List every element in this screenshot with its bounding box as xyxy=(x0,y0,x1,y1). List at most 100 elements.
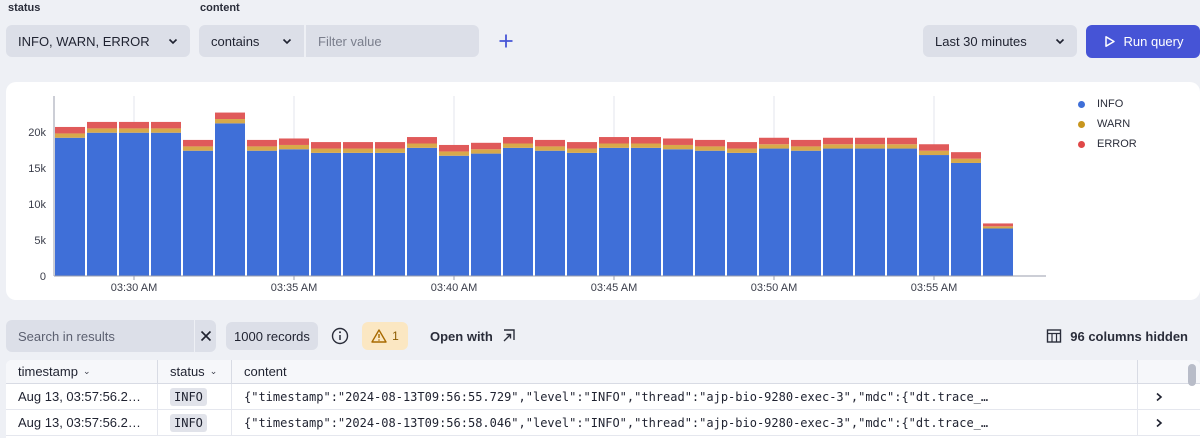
cell-content: {"timestamp":"2024-08-13T09:56:55.729","… xyxy=(232,383,1138,410)
timeframe-dropdown[interactable]: Last 30 minutes xyxy=(923,25,1077,57)
bar-info xyxy=(727,152,757,276)
bar-error xyxy=(87,121,117,129)
bar-warn xyxy=(759,144,789,149)
bar-info xyxy=(87,132,117,276)
expand-row-button[interactable] xyxy=(1138,384,1180,410)
plus-icon xyxy=(499,34,513,48)
timeframe-value: Last 30 minutes xyxy=(935,33,1027,49)
bar-info xyxy=(631,147,661,276)
content-filter-label: content xyxy=(200,2,240,14)
column-header-status[interactable]: status ⌄ xyxy=(158,360,232,384)
columns-hidden-label: 96 columns hidden xyxy=(1070,328,1188,344)
bar-info xyxy=(887,148,917,276)
bar-info xyxy=(791,150,821,276)
chevron-down-icon xyxy=(164,32,182,50)
open-with-label: Open with xyxy=(430,328,493,344)
bar-info xyxy=(759,148,789,276)
operator-value: contains xyxy=(211,33,260,49)
bar-warn xyxy=(343,148,373,153)
run-query-button[interactable]: Run query xyxy=(1086,25,1200,58)
legend-item-warn[interactable]: WARN xyxy=(1078,114,1137,134)
x-tick-label: 03:45 AM xyxy=(591,282,637,294)
warnings-button[interactable]: 1 xyxy=(362,322,408,350)
table-scrollbar[interactable] xyxy=(1188,364,1196,386)
bar-error xyxy=(631,137,661,144)
bar-error xyxy=(663,138,693,145)
status-filter-value: INFO, WARN, ERROR xyxy=(18,33,150,49)
open-external-icon xyxy=(503,329,515,342)
bar-warn xyxy=(375,148,405,153)
bar-error xyxy=(727,142,757,149)
operator-dropdown[interactable]: contains xyxy=(199,25,304,57)
x-tick-label: 03:40 AM xyxy=(431,282,477,294)
bar-warn xyxy=(791,146,821,151)
bar-warn xyxy=(407,143,437,148)
bar-info xyxy=(951,162,981,276)
legend-label: WARN xyxy=(1097,118,1131,130)
bar-warn xyxy=(151,128,181,133)
status-filter-label: status xyxy=(8,2,41,14)
bar-warn xyxy=(279,144,309,150)
chart-legend: INFO WARN ERROR xyxy=(1078,94,1137,154)
y-tick-label: 0 xyxy=(40,271,46,283)
bar-warn xyxy=(983,226,1013,229)
x-tick-label: 03:55 AM xyxy=(911,282,957,294)
close-icon xyxy=(200,330,211,342)
histogram-svg: 0 5k 10k 15k 20k 03:30 AM 03:35 AM 03:40 AM 03:4… xyxy=(28,96,1046,294)
bar-info xyxy=(919,155,949,276)
chevron-down-icon: ⌄ xyxy=(209,366,218,376)
legend-item-info[interactable]: INFO xyxy=(1078,94,1137,114)
bar-error xyxy=(439,144,469,152)
bar-info xyxy=(215,123,245,276)
clear-search-button[interactable] xyxy=(194,320,216,352)
cell-timestamp: Aug 13, 03:57:56.2… xyxy=(6,409,158,436)
bar-warn xyxy=(439,151,469,156)
chevron-down-icon xyxy=(278,32,296,50)
bar-error xyxy=(855,137,885,145)
bar-error xyxy=(407,137,437,144)
legend-dot-icon xyxy=(1078,120,1085,128)
info-icon[interactable] xyxy=(330,326,350,346)
chevron-down-icon: ⌄ xyxy=(82,366,91,376)
bar-info xyxy=(663,149,693,276)
bar-warn xyxy=(599,143,629,148)
results-search xyxy=(6,320,216,352)
bar-error xyxy=(119,121,149,129)
results-table: timestamp ⌄ status ⌄ content Aug 13, 03:57… xyxy=(6,360,1200,438)
columns-hidden-button[interactable]: 96 columns hidden xyxy=(1046,322,1188,350)
bar-error xyxy=(599,137,629,144)
legend-label: INFO xyxy=(1097,98,1124,110)
bar-error xyxy=(375,142,405,149)
add-filter-button[interactable] xyxy=(494,28,518,54)
bar-error xyxy=(887,137,917,145)
bar-error xyxy=(823,137,853,145)
warning-icon xyxy=(371,329,387,343)
open-with-button[interactable]: Open with xyxy=(430,322,517,350)
bar-warn xyxy=(631,143,661,148)
legend-item-error[interactable]: ERROR xyxy=(1078,134,1137,154)
bar-error xyxy=(567,142,597,149)
table-row[interactable]: Aug 13, 03:57:56.2… INFO {"timestamp":"2… xyxy=(6,383,1200,410)
column-header-timestamp[interactable]: timestamp ⌄ xyxy=(6,360,158,384)
records-count-badge: 1000 records xyxy=(226,322,318,350)
bar-info xyxy=(407,147,437,276)
expand-row-button[interactable] xyxy=(1138,410,1180,436)
warning-count: 1 xyxy=(392,329,399,343)
run-query-label: Run query xyxy=(1123,34,1184,49)
table-columns-icon xyxy=(1047,329,1062,343)
column-header-content[interactable]: content xyxy=(232,360,1138,384)
bar-warn xyxy=(87,128,117,133)
bar-error xyxy=(311,142,341,149)
bar-error xyxy=(247,139,277,147)
results-search-input[interactable] xyxy=(6,320,194,352)
filter-value-input[interactable] xyxy=(306,25,479,57)
x-tick-label: 03:50 AM xyxy=(751,282,797,294)
chevron-right-icon xyxy=(1156,418,1163,427)
bar-warn xyxy=(823,144,853,149)
status-filter-dropdown[interactable]: INFO, WARN, ERROR xyxy=(6,25,190,57)
table-row[interactable]: Aug 13, 03:57:56.2… INFO {"timestamp":"2… xyxy=(6,409,1200,436)
status-tag: INFO xyxy=(170,387,207,406)
table-header: timestamp ⌄ status ⌄ content xyxy=(6,360,1200,384)
bar-warn xyxy=(183,146,213,151)
bar-warn xyxy=(663,144,693,150)
